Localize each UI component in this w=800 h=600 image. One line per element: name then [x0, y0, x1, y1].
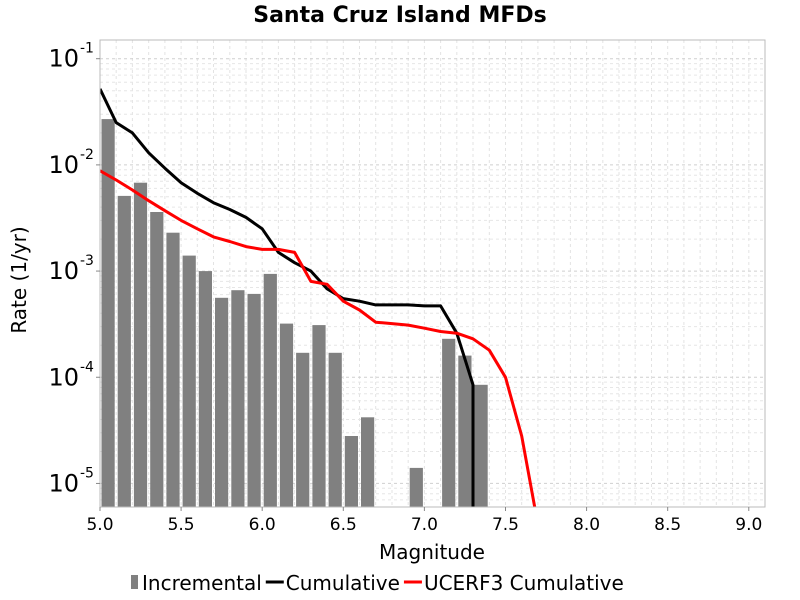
y-axis-title: Rate (1/yr)	[7, 226, 31, 333]
incremental-bar	[312, 325, 326, 507]
x-axis-ticks: 5.0 5.5 6.0 6.5 7.0 7.5 8.0 8.5 9.0	[86, 507, 762, 535]
y-tick-label: 10	[48, 45, 79, 73]
incremental-bar	[247, 293, 261, 507]
incremental-bar	[328, 352, 342, 507]
incremental-bar	[474, 384, 488, 507]
legend-swatch-incremental	[131, 575, 138, 589]
legend-label-cumulative: Cumulative	[286, 571, 400, 595]
plot-border	[99, 39, 766, 508]
incremental-bar	[101, 119, 115, 507]
chart-title: Santa Cruz Island MFDs	[253, 3, 547, 28]
x-tick-label: 5.0	[86, 515, 113, 535]
incremental-bar	[296, 352, 310, 507]
y-tick-exponent: -2	[80, 147, 94, 163]
legend: Incremental Cumulative UCERF3 Cumulative	[131, 571, 624, 595]
ucerf3-cumulative-line	[100, 169, 537, 507]
y-tick-exponent: -4	[80, 359, 94, 375]
x-tick-label: 7.5	[492, 515, 519, 535]
incremental-bar	[198, 271, 212, 507]
incremental-bar	[361, 417, 375, 507]
incremental-bar	[166, 232, 180, 507]
incremental-bar	[409, 467, 423, 507]
incremental-bar	[344, 436, 358, 507]
y-tick-exponent: -3	[80, 253, 94, 269]
incremental-bar	[150, 212, 164, 507]
legend-label-ucerf3-cumulative: UCERF3 Cumulative	[424, 571, 624, 595]
incremental-bar	[458, 355, 472, 507]
x-tick-label: 5.5	[168, 515, 195, 535]
incremental-bar	[182, 255, 196, 507]
series-lines	[100, 88, 537, 507]
y-tick-label: 10	[48, 469, 79, 497]
y-tick-exponent: -5	[80, 465, 94, 481]
incremental-bar	[215, 297, 229, 507]
x-tick-label: 8.5	[654, 515, 681, 535]
incremental-bar	[231, 290, 245, 507]
incremental-bar	[117, 195, 131, 507]
incremental-bar	[133, 182, 148, 507]
incremental-bars	[101, 119, 488, 507]
y-axis-ticks: 10-510-410-310-210-1	[48, 41, 100, 497]
incremental-bar	[442, 338, 456, 507]
y-tick-label: 10	[48, 257, 79, 285]
cumulative-line	[100, 88, 475, 507]
x-tick-label: 6.0	[249, 515, 276, 535]
x-tick-label: 9.0	[735, 515, 762, 535]
y-tick-label: 10	[48, 363, 79, 391]
x-tick-label: 6.5	[330, 515, 357, 535]
x-tick-label: 7.0	[411, 515, 438, 535]
y-tick-label: 10	[48, 151, 79, 179]
y-tick-exponent: -1	[80, 41, 94, 57]
x-tick-label: 8.0	[573, 515, 600, 535]
legend-label-incremental: Incremental	[142, 571, 262, 595]
incremental-bar	[279, 323, 294, 507]
incremental-bar	[263, 273, 277, 507]
x-axis-title: Magnitude	[379, 540, 485, 564]
